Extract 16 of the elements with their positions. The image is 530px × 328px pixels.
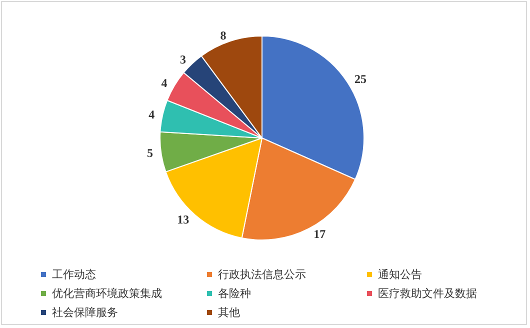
- legend-label: 各险种: [218, 287, 251, 300]
- legend-label: 优化营商环境政策集成: [52, 287, 162, 300]
- data-label: 4: [161, 76, 168, 90]
- legend-label: 通知公告: [378, 268, 422, 281]
- data-label: 5: [147, 146, 154, 160]
- legend-label: 工作动态: [52, 268, 96, 281]
- data-label: 17: [314, 226, 326, 241]
- legend-label: 行政执法信息公示: [218, 268, 306, 281]
- legend-label: 社会保障服务: [52, 306, 118, 319]
- data-label: 4: [148, 108, 155, 122]
- legend-label: 医疗救助文件及数据: [378, 287, 477, 300]
- data-label: 25: [354, 72, 367, 86]
- data-label: 3: [180, 52, 186, 66]
- data-label: 8: [220, 28, 226, 42]
- data-label: 13: [177, 212, 190, 226]
- legend-label: 其他: [218, 306, 240, 319]
